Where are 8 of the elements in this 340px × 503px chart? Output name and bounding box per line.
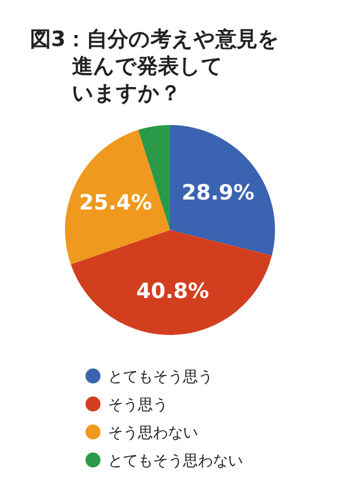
legend-label: そう思う — [108, 396, 168, 414]
legend-label: とてもそう思う — [108, 368, 213, 386]
data-label: 28.9% — [182, 180, 254, 205]
legend-label: そう思わない — [108, 424, 198, 442]
legend-label: とてもそう思わない — [108, 452, 243, 470]
title: 図3：自分の考えや意見を進んで発表していますか？ — [30, 26, 280, 107]
data-label: 25.4% — [79, 190, 152, 215]
data-label: 40.8% — [136, 278, 210, 303]
